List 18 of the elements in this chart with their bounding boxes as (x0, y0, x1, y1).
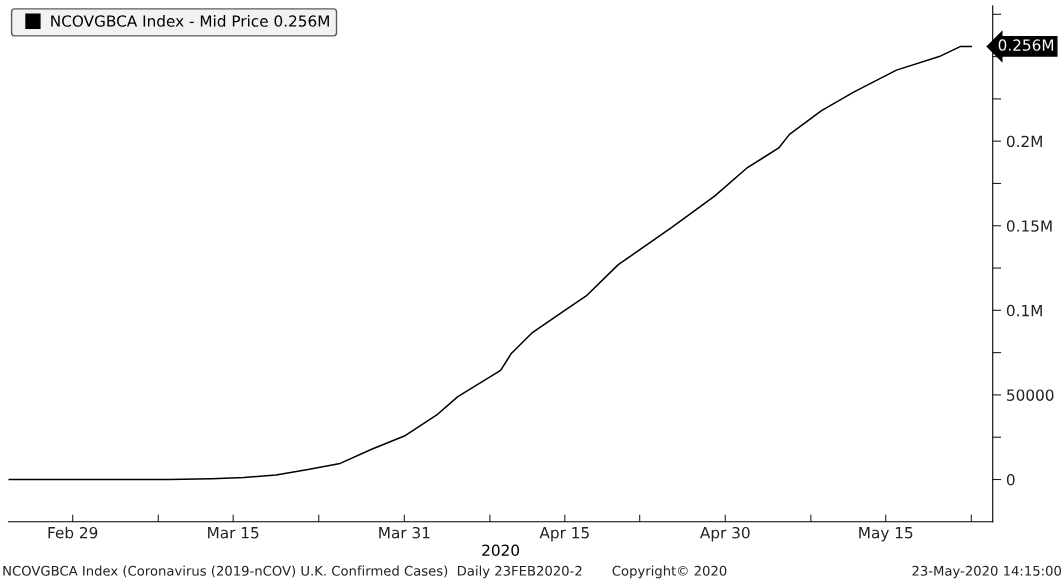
x-axis-title: 2020 (482, 544, 520, 557)
x-tick-label: May 15 (859, 527, 913, 542)
text: 23-May-2020 14:15:00 (912, 565, 1061, 579)
text: Copyright© 2020 (612, 565, 727, 579)
x-tick-label: Apr 15 (539, 527, 589, 542)
line-series (8, 45, 973, 481)
y-tick-label: 0.2M (1006, 135, 1042, 148)
y-tick-label: 0.1M (1006, 304, 1042, 317)
x-tick-label: Mar 15 (208, 527, 259, 539)
y-tick-label: 0 (1006, 473, 1015, 486)
text: NCOVGBCA Index (Coronavirus (2019-nCOV) U.K. Confirmed Cases) Daily 23FEB2020-2 (3, 565, 582, 579)
annotation: 0.256M (998, 39, 1054, 51)
legend-label: NCOVGBCA Index - Mid Price 0.256M (51, 15, 329, 27)
x-tick-label: Apr 30 (700, 526, 750, 542)
x-tick-label: Mar 31 (379, 526, 430, 539)
y-tick-label: 0.15M (1006, 220, 1052, 232)
x-tick-label: Feb 29 (48, 526, 98, 539)
y-tick-label: 50000 (1007, 389, 1054, 401)
